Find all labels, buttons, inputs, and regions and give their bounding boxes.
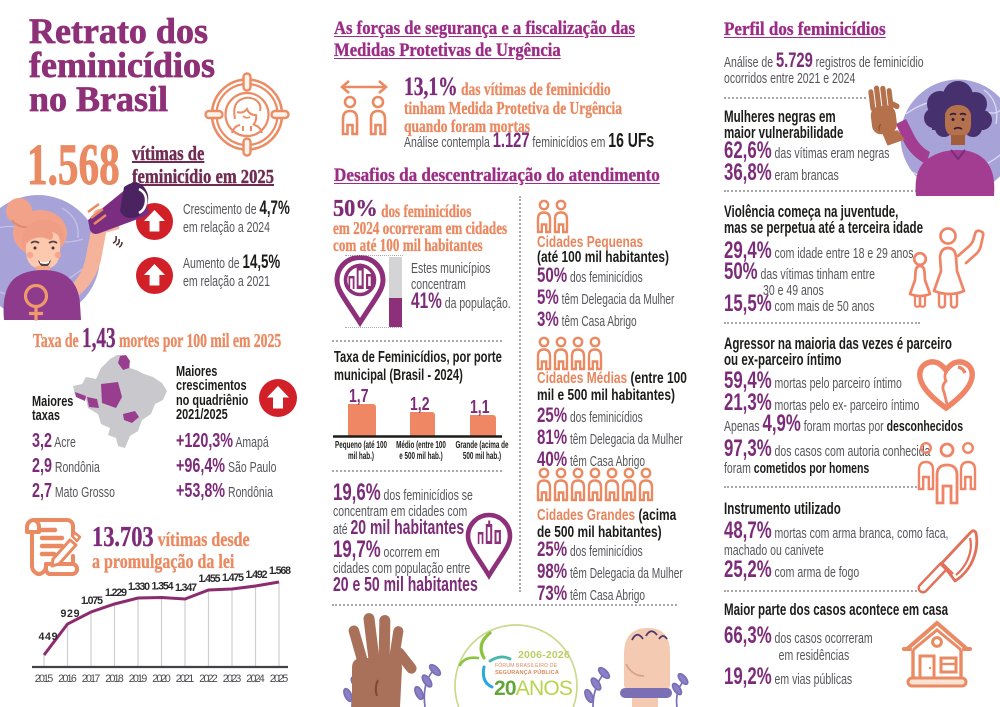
- svg-text:2017: 2017: [82, 673, 101, 685]
- svg-text:1.492: 1.492: [246, 569, 268, 581]
- svg-text:1.229: 1.229: [105, 587, 127, 599]
- svg-text:1.347: 1.347: [175, 582, 197, 594]
- svg-text:2006-2026: 2006-2026: [518, 649, 570, 661]
- svg-text:2020: 2020: [152, 673, 171, 685]
- svg-text:449: 449: [39, 631, 58, 643]
- svg-text:1.354: 1.354: [152, 581, 174, 593]
- svg-text:2016: 2016: [58, 673, 77, 685]
- svg-text:2021: 2021: [176, 673, 195, 685]
- svg-text:2025: 2025: [270, 673, 289, 685]
- svg-text:2022: 2022: [199, 673, 218, 685]
- svg-text:1.330: 1.330: [128, 581, 150, 593]
- svg-text:SEGURANÇA PÚBLICA: SEGURANÇA PÚBLICA: [495, 669, 559, 676]
- svg-text:2018: 2018: [105, 673, 124, 685]
- svg-text:20ANOS: 20ANOS: [494, 677, 573, 700]
- svg-text:2024: 2024: [246, 673, 265, 685]
- svg-text:2019: 2019: [129, 673, 148, 685]
- svg-text:2023: 2023: [223, 673, 242, 685]
- svg-text:929: 929: [61, 608, 80, 620]
- svg-text:1.075: 1.075: [81, 595, 103, 607]
- svg-text:1.568: 1.568: [269, 565, 291, 577]
- svg-text:1.475: 1.475: [222, 572, 244, 584]
- svg-text:FÓRUM BRASILEIRO DE: FÓRUM BRASILEIRO DE: [495, 662, 558, 669]
- svg-text:1.455: 1.455: [199, 573, 221, 585]
- svg-text:2015: 2015: [35, 673, 54, 685]
